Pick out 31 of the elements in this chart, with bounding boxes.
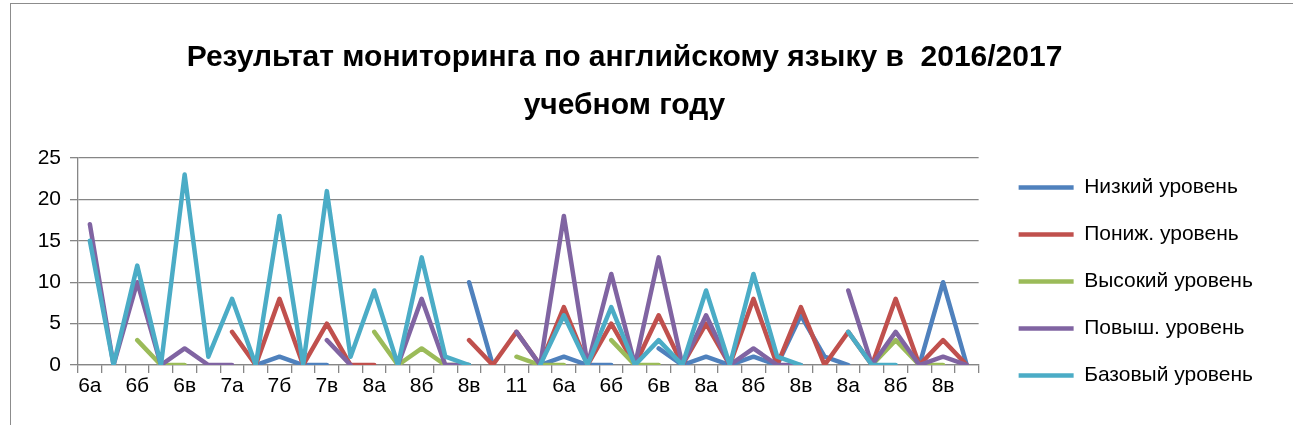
x-tick-label: 8а	[362, 373, 387, 397]
x-tick-label: 6а	[552, 373, 576, 397]
legend-label: Повыш. уровень	[1084, 315, 1245, 339]
x-tick-label: 8в	[931, 373, 955, 397]
legend-label: Базовый уровень	[1084, 362, 1254, 386]
x-tick-label: 8в	[457, 373, 481, 397]
x-tick-label: 7в	[315, 373, 339, 397]
x-tick-label: 6б	[599, 373, 624, 397]
chart-title: Результат мониторинга по английскому языку в 2016/2017 учебном году	[186, 39, 1063, 121]
x-tick-label: 8б	[883, 373, 908, 397]
x-tick-label: 6в	[647, 373, 671, 397]
legend-label: Низкий уровень	[1084, 174, 1238, 198]
x-tick-label: 6б	[125, 373, 150, 397]
x-tick-label: 6в	[173, 373, 197, 397]
legend-label: Высокий уровень	[1084, 268, 1253, 292]
x-tick-label: 7б	[267, 373, 292, 397]
y-tick-label: 5	[49, 310, 61, 334]
x-tick-label: 6а	[78, 373, 102, 397]
x-tick-label: 8б	[409, 373, 434, 397]
x-tick-label: 8а	[836, 373, 861, 397]
y-tick-label: 10	[37, 269, 61, 292]
x-tick-label: 11	[505, 373, 528, 397]
x-tick-label: 8в	[789, 373, 813, 397]
legend-label: Пониж. уровень	[1084, 221, 1239, 245]
y-tick-label: 15	[37, 227, 61, 251]
x-tick-label: 8б	[741, 373, 766, 397]
y-tick-label: 20	[37, 186, 61, 210]
y-tick-label: 0	[49, 351, 61, 375]
x-tick-label: 8а	[694, 373, 719, 397]
y-tick-label: 25	[37, 144, 61, 168]
x-tick-label: 7а	[220, 373, 245, 397]
